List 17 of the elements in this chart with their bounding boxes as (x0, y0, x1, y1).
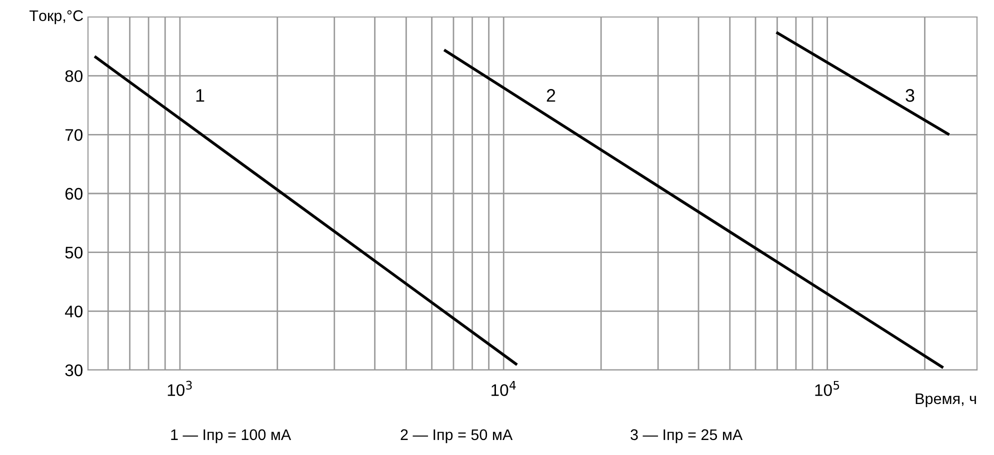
text: 2 — Iпр = 50 мА (400, 429, 513, 444)
annotation: 3 (906, 89, 914, 102)
y-tick-label: 30 (65, 364, 82, 376)
annotation: 1 (196, 89, 204, 102)
y-tick-label: 70 (65, 129, 82, 141)
text: 3 — Iпр = 25 мА (630, 429, 743, 444)
y-tick-label: 80 (65, 70, 82, 82)
y-tick-label: 50 (65, 246, 82, 259)
x-axis-title: Время, ч (916, 393, 976, 408)
y-axis-title: Tокр,°C (30, 10, 83, 24)
text: 1 — Iпр = 100 мА (171, 429, 292, 444)
x-tick-label: 10$^{4}$ (492, 380, 516, 396)
annotation: 2 (546, 89, 556, 102)
y-tick-label: 40 (64, 306, 82, 318)
x-tick-label: 10$^{5}$ (815, 380, 840, 396)
y-tick-label: 60 (65, 188, 82, 200)
x-tick-label: 10$^{3}$ (168, 380, 192, 396)
